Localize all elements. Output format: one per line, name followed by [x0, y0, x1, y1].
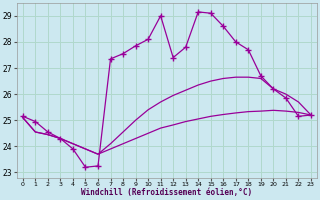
X-axis label: Windchill (Refroidissement éolien,°C): Windchill (Refroidissement éolien,°C)	[81, 188, 252, 197]
